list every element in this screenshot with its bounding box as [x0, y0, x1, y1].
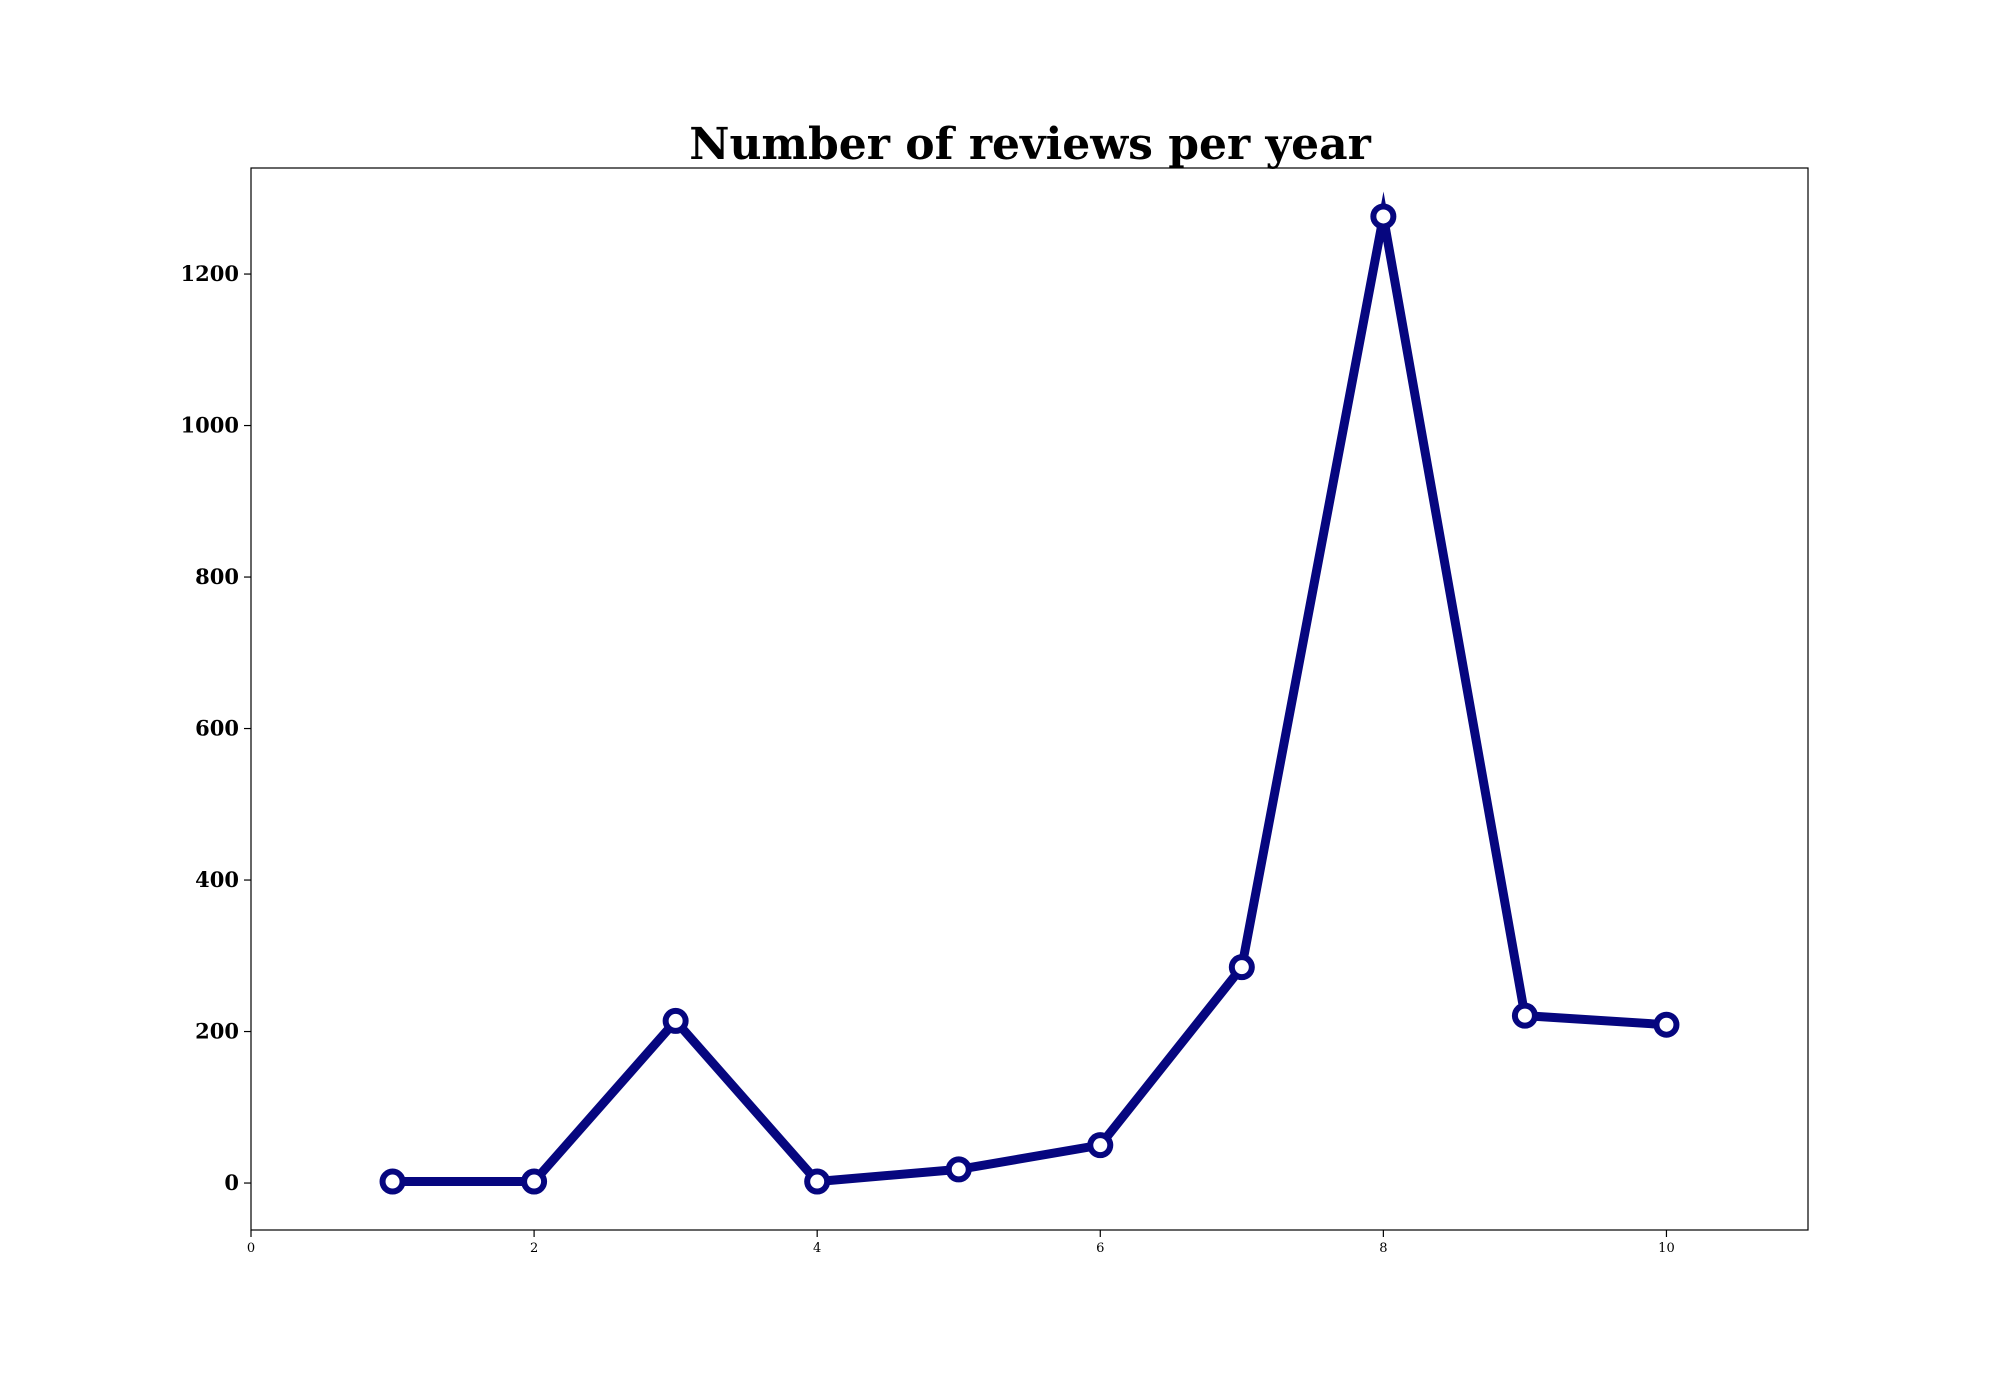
plot-area-frame [250, 167, 1809, 1231]
y-tick-label: 1000 [181, 413, 239, 438]
y-tick-label: 800 [195, 564, 239, 589]
x-tick-label: 4 [813, 1241, 821, 1256]
y-axis: 0 200 400 600 800 1000 1200 [181, 261, 251, 1195]
y-tick-label: 400 [195, 867, 239, 892]
data-point [521, 1168, 548, 1195]
x-tick-label: 0 [247, 1241, 255, 1256]
data-point [1511, 1002, 1538, 1029]
data-point [1370, 203, 1397, 230]
data-point [945, 1156, 972, 1183]
data-point [1087, 1132, 1114, 1159]
y-tick-label: 0 [224, 1170, 239, 1195]
chart-title: Number of reviews per year [689, 119, 1371, 170]
x-tick-label: 8 [1379, 1241, 1387, 1256]
y-tick-label: 200 [195, 1019, 239, 1044]
y-tick-label: 600 [195, 716, 239, 741]
series-layer [379, 191, 1680, 1195]
y-tick-label: 1200 [181, 261, 239, 286]
x-tick-label: 10 [1658, 1241, 1675, 1256]
data-point [1228, 954, 1255, 981]
data-point [662, 1007, 689, 1034]
data-point [804, 1168, 831, 1195]
x-tick-label: 2 [530, 1241, 538, 1256]
data-point [379, 1168, 406, 1195]
series-line [392, 191, 1667, 1187]
x-tick-label: 6 [1096, 1241, 1104, 1256]
x-axis: 0 2 4 6 8 10 [247, 1230, 1675, 1256]
data-point [1653, 1011, 1680, 1038]
